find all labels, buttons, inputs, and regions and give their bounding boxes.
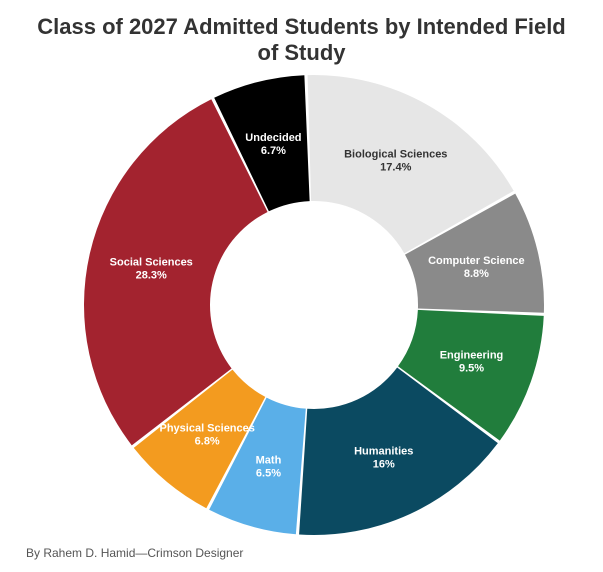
slice-value-biological-sciences: 17.4%: [380, 161, 411, 173]
slice-engineering: [398, 309, 544, 441]
slice-value-physical-sciences: 6.8%: [195, 435, 220, 447]
slice-value-social-sciences: 28.3%: [136, 270, 167, 282]
slice-label-undecided: Undecided: [245, 132, 301, 144]
slice-label-math: Math: [256, 455, 282, 467]
slice-biological-sciences: [307, 75, 514, 254]
slice-value-undecided: 6.7%: [261, 145, 286, 157]
slice-math: [209, 397, 306, 535]
slice-value-math: 6.5%: [256, 468, 281, 480]
slice-label-biological-sciences: Biological Sciences: [344, 148, 447, 160]
slice-social-sciences: [84, 99, 268, 446]
slice-label-physical-sciences: Physical Sciences: [159, 422, 254, 434]
slice-label-social-sciences: Social Sciences: [110, 257, 193, 269]
slice-label-engineering: Engineering: [440, 350, 504, 362]
credit-line: By Rahem D. Hamid—Crimson Designer: [26, 546, 244, 560]
slice-label-humanities: Humanities: [354, 446, 413, 458]
slice-value-computer-science: 8.8%: [464, 268, 489, 280]
slice-value-humanities: 16%: [373, 459, 395, 471]
slice-label-computer-science: Computer Science: [428, 255, 525, 267]
slice-value-engineering: 9.5%: [459, 363, 484, 375]
slice-physical-sciences: [133, 369, 266, 509]
chart-title: Class of 2027 Admitted Students by Inten…: [37, 14, 566, 65]
slice-computer-science: [404, 193, 544, 313]
slice-humanities: [299, 367, 498, 535]
slice-undecided: [214, 75, 310, 212]
slice-group: [84, 75, 544, 535]
